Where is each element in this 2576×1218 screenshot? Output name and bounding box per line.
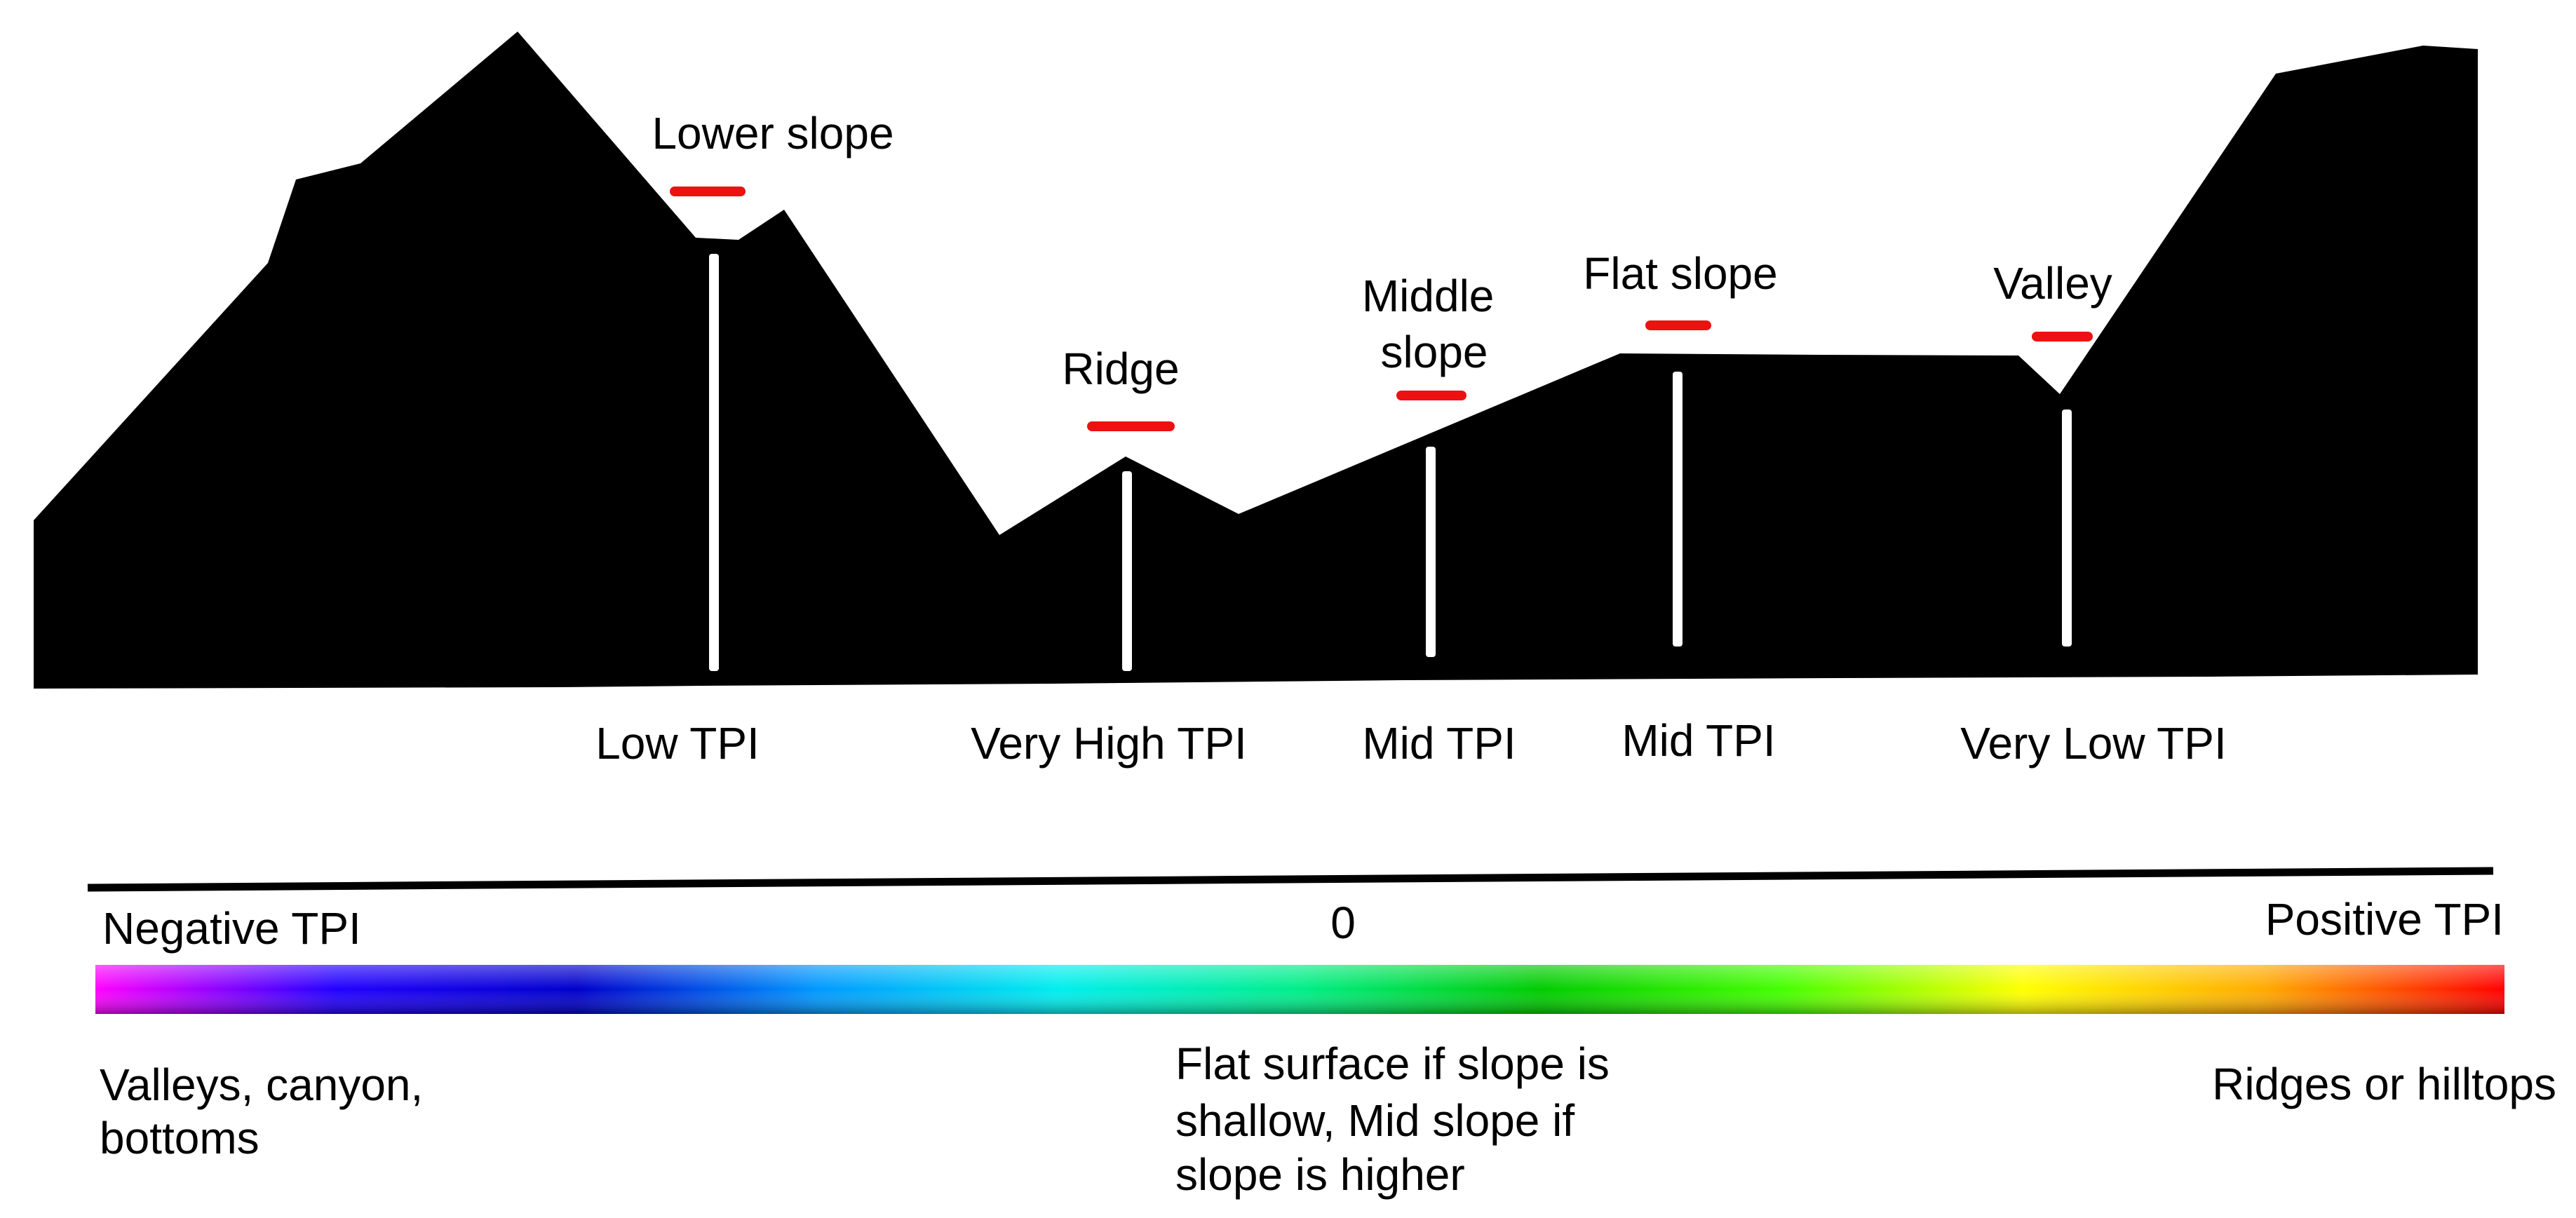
description-right: Ridges or hilltops xyxy=(2212,1059,2556,1109)
pole-lower-slope xyxy=(709,254,719,671)
tpi-color-scale-shade xyxy=(95,965,2504,1014)
tpi-label: Very High TPI xyxy=(971,718,1247,769)
marker-ridge xyxy=(1087,421,1175,431)
scale-descriptions: Valleys, canyon, bottoms Flat surface if… xyxy=(100,1038,2556,1200)
landform-labels: Lower slope Ridge Middle slope Flat slop… xyxy=(652,108,2112,394)
positive-tpi-label: Positive TPI xyxy=(2265,894,2504,945)
landform-label: Middle slope xyxy=(1362,271,1506,377)
tpi-label: Low TPI xyxy=(595,718,760,769)
tpi-label: Mid TPI xyxy=(1362,718,1516,769)
tpi-label: Very Low TPI xyxy=(1960,718,2226,769)
tpi-label: Mid TPI xyxy=(1621,715,1775,766)
landform-label: Valley xyxy=(1993,258,2112,309)
pole-middle-slope xyxy=(1426,447,1436,657)
marker-lower-slope xyxy=(670,187,746,196)
terrain-profile xyxy=(34,32,2478,689)
negative-tpi-label: Negative TPI xyxy=(102,903,361,954)
tpi-poles xyxy=(709,254,2072,671)
separator-line xyxy=(87,867,2494,892)
marker-valley xyxy=(2032,332,2093,341)
marker-flat-slope xyxy=(1645,320,1711,330)
scale-labels: Negative TPI 0 Positive TPI xyxy=(102,894,2504,954)
marker-middle-slope xyxy=(1396,391,1466,400)
landform-label: Flat slope xyxy=(1583,248,1777,299)
description-left: Valleys, canyon, bottoms xyxy=(100,1060,436,1163)
pole-ridge xyxy=(1122,471,1132,671)
description-center: Flat surface if slope is shallow, Mid sl… xyxy=(1175,1038,1622,1200)
zero-label: 0 xyxy=(1330,898,1356,948)
landform-markers xyxy=(670,187,2093,431)
landform-label: Ridge xyxy=(1062,344,1179,394)
pole-flat-slope xyxy=(1673,372,1683,647)
pole-valley xyxy=(2062,410,2072,647)
landform-label: Lower slope xyxy=(652,108,893,158)
tpi-labels: Low TPI Very High TPI Mid TPI Mid TPI Ve… xyxy=(595,715,2227,769)
